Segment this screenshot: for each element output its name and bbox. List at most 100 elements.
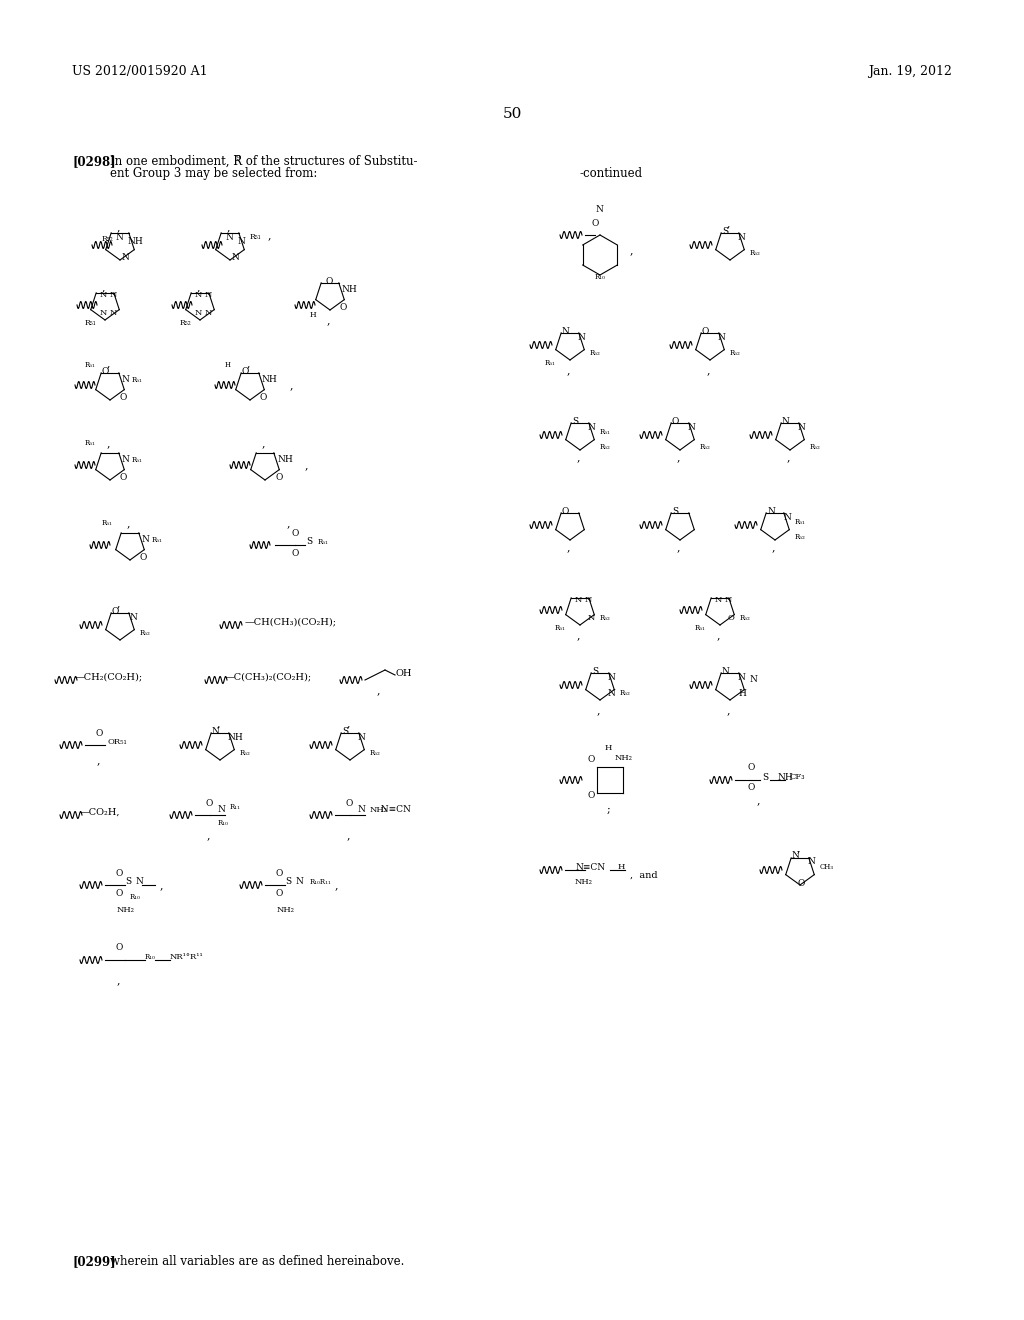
Text: O: O <box>748 763 756 772</box>
Text: N: N <box>205 290 212 300</box>
Text: R₅₁: R₅₁ <box>695 624 706 632</box>
Text: [0298]: [0298] <box>72 154 116 168</box>
Text: O: O <box>140 553 147 561</box>
Text: 9: 9 <box>234 154 241 162</box>
Text: R₅₁: R₅₁ <box>545 359 556 367</box>
Text: ,: , <box>347 718 350 729</box>
Text: N: N <box>578 333 586 342</box>
Text: O: O <box>115 869 123 878</box>
Text: of the structures of Substitu-: of the structures of Substitu- <box>242 154 418 168</box>
Text: N: N <box>205 309 212 317</box>
Text: O: O <box>728 614 735 622</box>
Text: H: H <box>310 312 316 319</box>
Text: R₅₂: R₅₂ <box>140 630 151 638</box>
Text: ,: , <box>757 795 761 805</box>
Text: R₅₁: R₅₁ <box>250 234 262 242</box>
Text: O: O <box>748 784 756 792</box>
Text: CF₃: CF₃ <box>790 774 806 781</box>
Text: O: O <box>115 888 123 898</box>
Text: O: O <box>292 549 299 557</box>
Text: NR¹°R¹¹: NR¹°R¹¹ <box>170 953 204 961</box>
Text: US 2012/0015920 A1: US 2012/0015920 A1 <box>72 65 208 78</box>
Text: ,: , <box>597 705 600 715</box>
Text: NH₂: NH₂ <box>575 878 593 886</box>
Text: N: N <box>122 375 130 384</box>
Text: N: N <box>110 290 118 300</box>
Text: N: N <box>238 238 246 247</box>
Text: N: N <box>738 232 745 242</box>
Text: R₅₂: R₅₂ <box>180 319 191 327</box>
Text: wherein all variables are as defined hereinabove.: wherein all variables are as defined her… <box>110 1255 404 1269</box>
Text: N: N <box>588 422 596 432</box>
Text: O: O <box>120 473 127 482</box>
Text: ,: , <box>377 685 381 696</box>
Text: O: O <box>115 944 123 953</box>
Text: R₅₁: R₅₁ <box>132 455 143 465</box>
Text: NH₂: NH₂ <box>370 807 388 814</box>
Text: R₅₂: R₅₂ <box>240 748 251 756</box>
Text: N: N <box>725 597 732 605</box>
Text: N: N <box>232 252 240 261</box>
Text: Jan. 19, 2012: Jan. 19, 2012 <box>868 65 952 78</box>
Text: ,: , <box>97 755 100 766</box>
Text: R₅₂: R₅₂ <box>102 235 114 243</box>
Text: —CH(CH₃)(CO₂H);: —CH(CH₃)(CO₂H); <box>245 618 337 627</box>
Text: ,: , <box>287 517 291 528</box>
Text: N: N <box>212 726 220 735</box>
Text: ent Group 3 may be selected from:: ent Group 3 may be selected from: <box>110 168 317 180</box>
Text: —C(CH₃)₂(CO₂H);: —C(CH₃)₂(CO₂H); <box>225 672 312 681</box>
Text: ,: , <box>197 282 201 292</box>
Text: -continued: -continued <box>580 168 643 180</box>
Text: N: N <box>588 614 595 622</box>
Text: CH₃: CH₃ <box>820 863 834 871</box>
Text: R₁₀: R₁₀ <box>595 273 606 281</box>
Text: R₅₂: R₅₂ <box>620 689 631 697</box>
Text: R₅₁: R₅₁ <box>318 539 329 546</box>
Text: R₁₁: R₁₁ <box>230 803 241 810</box>
Text: —CH₂(CO₂H);: —CH₂(CO₂H); <box>75 672 143 681</box>
Text: N≡CN: N≡CN <box>575 862 605 871</box>
Text: N: N <box>738 672 745 681</box>
Text: N: N <box>225 232 232 242</box>
Text: O: O <box>292 528 299 537</box>
Text: O: O <box>260 392 267 401</box>
Text: R₅₂: R₅₂ <box>370 748 381 756</box>
Text: S: S <box>306 537 312 546</box>
Text: R₅₁: R₅₁ <box>600 428 611 436</box>
Text: ,: , <box>707 366 711 375</box>
Text: N: N <box>122 252 130 261</box>
Text: ,: , <box>567 543 570 552</box>
Text: H: H <box>738 689 745 697</box>
Text: S: S <box>762 772 768 781</box>
Text: R₅₁: R₅₁ <box>132 376 143 384</box>
Text: R₅₁: R₅₁ <box>85 319 96 327</box>
Text: O: O <box>112 606 120 615</box>
Text: O: O <box>588 791 595 800</box>
Text: R₁₀: R₁₀ <box>145 953 156 961</box>
Text: N: N <box>135 878 143 887</box>
Text: R₁₀: R₁₀ <box>130 894 141 902</box>
Text: ,: , <box>797 843 801 853</box>
Text: ,: , <box>630 246 634 255</box>
Text: S: S <box>722 227 728 235</box>
Text: NH: NH <box>778 772 794 781</box>
Text: O: O <box>275 473 283 482</box>
Text: O: O <box>702 326 710 335</box>
Text: S: S <box>592 667 598 676</box>
Text: N: N <box>358 733 366 742</box>
Text: N: N <box>142 536 150 544</box>
Text: ;: ; <box>607 805 610 814</box>
Text: N: N <box>722 667 730 676</box>
Text: NH: NH <box>128 238 143 247</box>
Text: S: S <box>572 417 579 425</box>
Text: H: H <box>605 744 612 752</box>
Text: R₅₂: R₅₂ <box>600 614 610 622</box>
Text: ,: , <box>127 517 130 528</box>
Text: ,: , <box>577 451 581 462</box>
Text: S: S <box>125 878 131 887</box>
Text: N: N <box>608 672 615 681</box>
Text: O: O <box>242 367 250 375</box>
Text: NH₂: NH₂ <box>278 906 295 913</box>
Text: N: N <box>718 333 726 342</box>
Text: ,: , <box>347 830 350 840</box>
